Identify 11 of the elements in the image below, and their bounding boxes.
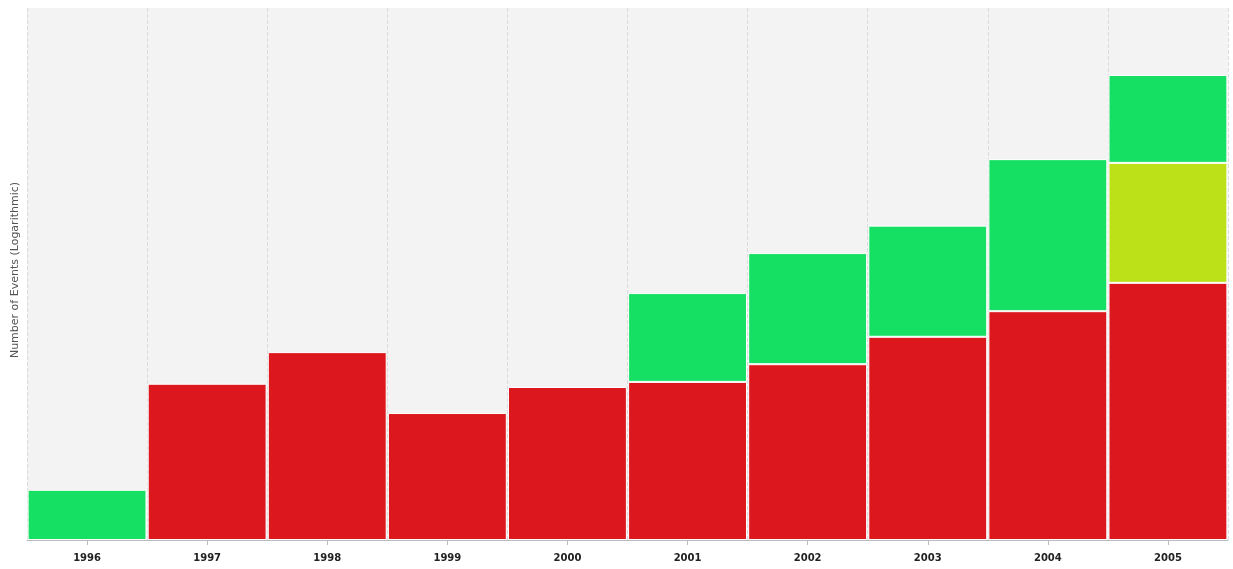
x-tick-label: 2003 xyxy=(913,551,942,563)
x-tick-label: 2002 xyxy=(793,551,822,563)
x-tick-label: 1996 xyxy=(73,551,101,563)
x-tick-label: 1999 xyxy=(433,551,462,563)
x-tick-label: 2000 xyxy=(553,551,582,563)
x-tick-label: 1997 xyxy=(193,551,222,563)
x-tick-label: 2005 xyxy=(1154,551,1182,563)
x-tick-label: 2004 xyxy=(1033,551,1062,563)
x-tick-label: 1998 xyxy=(313,551,342,563)
y-axis-title: Number of Events (Logarithmic) xyxy=(7,181,21,359)
x-tick-label: 2001 xyxy=(673,551,702,563)
